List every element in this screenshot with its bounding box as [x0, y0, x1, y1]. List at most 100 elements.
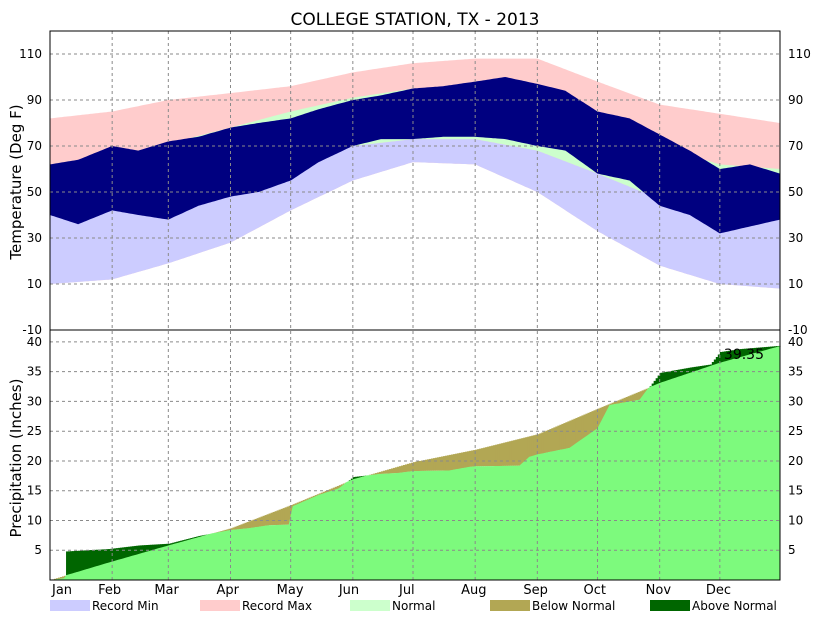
temperature-tick-left: 110 [19, 47, 42, 61]
above-normal-bar [194, 536, 198, 539]
below-normal-bar [302, 500, 306, 502]
above-normal-bar [354, 476, 358, 479]
below-normal-bar [589, 411, 593, 434]
below-normal-bar [374, 473, 378, 475]
below-normal-bar [330, 488, 334, 491]
below-normal-bar [571, 419, 575, 447]
month-label: Jan [51, 583, 72, 598]
above-normal-bar [166, 543, 169, 547]
below-normal-bar [230, 528, 234, 530]
above-normal-bar [138, 545, 141, 555]
below-normal-bar [579, 416, 583, 441]
month-label: Feb [98, 583, 121, 598]
below-normal-bar [222, 530, 226, 532]
above-normal-bar [657, 375, 661, 384]
month-label: Sep [523, 583, 548, 598]
above-normal-bar [697, 366, 701, 371]
above-normal-bar [711, 362, 715, 366]
month-label: Mar [154, 583, 179, 598]
above-normal-bar [701, 365, 705, 369]
above-normal-bar [66, 551, 69, 576]
below-normal-bar [60, 577, 63, 579]
below-normal-bar [463, 452, 466, 468]
precipitation-tick-left: 35 [27, 365, 42, 379]
below-normal-bar [254, 518, 258, 528]
below-normal-bar [260, 516, 264, 527]
above-normal-bar [142, 545, 145, 553]
temperature-tick-left: 70 [27, 139, 42, 153]
above-normal-bar [94, 549, 97, 567]
below-normal-bar [451, 454, 454, 471]
below-normal-bar [388, 469, 392, 474]
below-normal-bar [543, 431, 546, 454]
below-normal-bar [555, 426, 558, 451]
above-normal-bar [186, 539, 189, 541]
above-normal-bar [709, 364, 713, 367]
below-normal-bar [308, 497, 312, 500]
above-normal-bar [192, 537, 195, 539]
above-normal-bar [356, 476, 360, 479]
precipitation-tick-left: 30 [27, 394, 42, 408]
above-normal-bar [150, 544, 153, 551]
below-normal-bar [465, 451, 468, 468]
below-normal-bar [431, 458, 434, 471]
above-normal-bar [687, 367, 691, 374]
below-normal-bar [421, 460, 424, 471]
precipitation-tick-left: 5 [34, 543, 42, 557]
below-normal-bar [439, 456, 442, 471]
above-normal-bar [352, 477, 356, 480]
above-normal-bar [72, 551, 75, 574]
below-normal-bar [415, 461, 418, 472]
below-normal-bar [569, 420, 573, 448]
below-normal-bar [523, 437, 526, 463]
below-normal-bar [447, 455, 450, 471]
below-normal-bar [597, 408, 601, 429]
below-normal-bar [238, 525, 242, 530]
precipitation-tick-left: 25 [27, 424, 42, 438]
below-normal-bar [565, 422, 569, 449]
above-normal-bar [765, 346, 769, 350]
below-normal-bar [228, 528, 232, 531]
below-normal-bar [641, 390, 645, 397]
above-normal-bar [86, 550, 89, 570]
month-label: May [277, 583, 304, 598]
below-normal-bar [282, 508, 286, 525]
below-normal-bar [603, 406, 607, 417]
below-normal-bar [541, 432, 544, 454]
below-normal-bar [240, 524, 244, 530]
above-normal-bar [360, 476, 364, 478]
below-normal-bar [376, 472, 380, 475]
above-normal-bar [184, 539, 187, 542]
below-normal-bar [517, 439, 520, 466]
below-normal-bar [292, 504, 296, 507]
above-normal-bar [703, 365, 707, 369]
month-label: Jun [338, 583, 359, 598]
above-normal-bar [683, 368, 687, 375]
below-normal-bar [577, 417, 581, 443]
below-normal-bar [314, 495, 318, 497]
below-normal-bar [294, 503, 298, 506]
below-normal-bar [266, 514, 270, 526]
below-normal-bar [312, 495, 316, 498]
grid [50, 31, 780, 580]
below-normal-bar [336, 486, 340, 489]
above-normal-bar [713, 359, 717, 365]
precipitation-tick-right: 40 [788, 335, 803, 349]
below-normal-bar [591, 411, 595, 433]
above-normal-bar [156, 544, 159, 549]
above-normal-bar [715, 357, 719, 365]
below-normal-bar [549, 429, 552, 452]
below-normal-bar [258, 517, 262, 527]
below-normal-bar [62, 576, 65, 579]
precipitation-tick-left: 15 [27, 484, 42, 498]
above-normal-bar [659, 372, 663, 383]
temperature-tick-right: 90 [788, 93, 803, 107]
below-normal-bar [561, 423, 565, 450]
above-normal-bar [769, 346, 773, 349]
axes: -10 -10 10 10 30 30 50 50 70 70 90 90 110 110 5 5 10 10 15… [19, 30, 811, 598]
below-normal-bar [435, 457, 438, 471]
below-normal-bar [573, 418, 577, 446]
below-normal-bar [398, 466, 402, 473]
month-label: Dec [706, 583, 731, 598]
above-normal-bar [719, 352, 723, 363]
